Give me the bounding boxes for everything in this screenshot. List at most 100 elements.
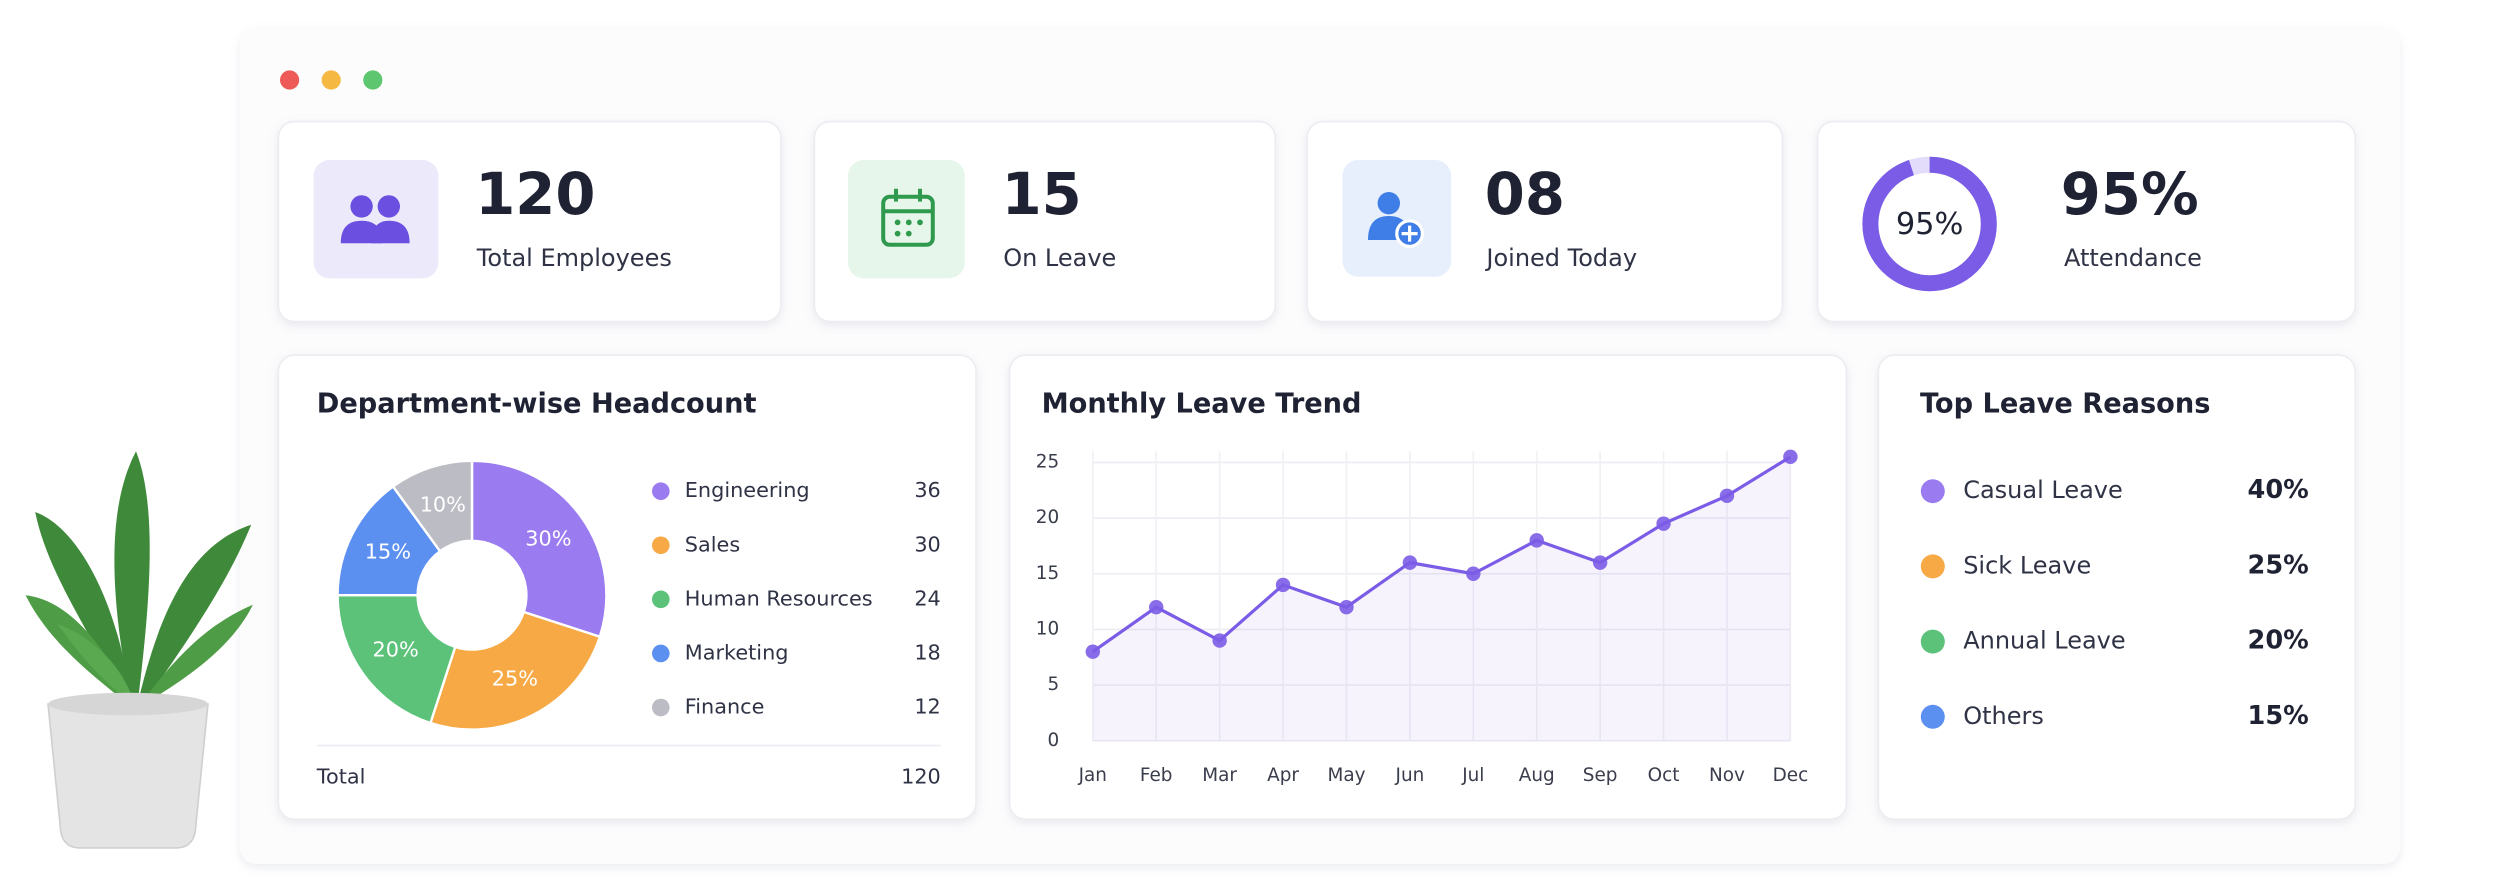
slice-label: 25% (492, 666, 538, 690)
reason-label: Others (1963, 702, 2044, 730)
window-close[interactable] (280, 70, 300, 90)
stat-card: 120 Total Employees (277, 120, 782, 323)
slice-label: 10% (420, 492, 466, 516)
point (1275, 577, 1291, 593)
legend-value: 30 (914, 532, 940, 556)
reason-label: Sick Leave (1963, 551, 2091, 579)
add-user-icon (1368, 192, 1425, 249)
reason-value: 40% (2248, 475, 2309, 505)
point (1212, 633, 1227, 648)
legend-label: Sales (685, 532, 740, 556)
plant-decoration (25, 451, 253, 849)
window-maximize[interactable] (363, 70, 383, 90)
panel (1008, 354, 1848, 820)
window-minimize[interactable] (321, 70, 341, 90)
stat-card: 08 Joined Today (1306, 120, 1784, 323)
y-tick-label: 20 (1036, 507, 1059, 528)
stat-card: 15 On Leave (813, 120, 1276, 323)
panel (1877, 354, 2356, 820)
users-icon (340, 195, 410, 244)
pie-slice (470, 459, 608, 639)
stat-card: 95% 95% Attendance (1816, 120, 2356, 323)
x-tick-label: Oct (1648, 765, 1680, 786)
legend-label: Engineering (685, 478, 810, 502)
calendar-dots (894, 219, 923, 237)
legend-label: Human Resources (685, 586, 873, 610)
x-tick-label: Sep (1583, 765, 1618, 786)
y-tick-label: 5 (1047, 674, 1059, 695)
calendar-icon (881, 188, 935, 247)
stat-value: 95% (2061, 161, 2199, 228)
reason-swatch (1920, 479, 1945, 504)
y-tick-label: 10 (1036, 618, 1059, 639)
icon-box (313, 160, 439, 279)
icon-box (848, 160, 965, 279)
y-tick-label: 25 (1036, 451, 1059, 472)
point (1339, 599, 1354, 615)
point (1149, 599, 1164, 615)
legend-label: Marketing (685, 640, 789, 664)
area (1092, 456, 1791, 741)
stat-label: On Leave (1003, 244, 1116, 272)
reason-value: 20% (2248, 626, 2309, 656)
reason-swatch (1920, 629, 1945, 654)
point (1466, 566, 1481, 581)
x-tick-label: Feb (1140, 765, 1173, 786)
pie-slice (336, 484, 442, 597)
x-tick-label: Dec (1773, 765, 1809, 786)
y-tick-label: 0 (1047, 730, 1059, 751)
pie-slice (428, 610, 602, 731)
x-tick-label: Jul (1461, 765, 1484, 786)
legend-value: 24 (914, 586, 940, 610)
legend-swatch (652, 482, 670, 500)
ring-label: 95% (1896, 207, 1964, 242)
pie-slice (391, 459, 474, 553)
point (1719, 488, 1735, 504)
x-tick-label: Jan (1078, 765, 1107, 786)
point (1529, 533, 1544, 548)
legend-swatch (652, 644, 670, 663)
stat-value: 120 (475, 161, 595, 228)
panel-title: Department-wise Headcount (317, 388, 757, 419)
reason-value: 25% (2248, 550, 2309, 580)
stat-label: Attendance (2064, 244, 2202, 272)
x-tick-label: Jun (1395, 765, 1425, 786)
legend-value: 18 (914, 640, 940, 664)
slice-label: 20% (373, 638, 419, 662)
legend-value: 36 (914, 478, 940, 502)
stat-value: 08 (1485, 161, 1565, 228)
y-tick-label: 15 (1036, 563, 1059, 584)
panel-title: Top Leave Reasons (1920, 388, 2210, 419)
slice-label: 15% (365, 539, 411, 563)
stat-value: 15 (1002, 161, 1082, 228)
total-value: 120 (901, 765, 941, 789)
legend-value: 12 (914, 695, 940, 719)
attendance-ring (1862, 156, 1997, 292)
x-tick-label: May (1327, 765, 1365, 786)
x-tick-label: Nov (1709, 765, 1745, 786)
point (1592, 555, 1608, 570)
reason-label: Casual Leave (1963, 476, 2123, 504)
line (1091, 455, 1792, 654)
stat-label: Total Employees (476, 244, 672, 272)
x-tick-label: Aug (1519, 765, 1555, 786)
reason-value: 15% (2248, 701, 2309, 731)
reason-label: Annual Leave (1963, 627, 2125, 655)
point (1402, 555, 1418, 570)
legend-swatch (652, 590, 670, 609)
reason-swatch (1920, 554, 1945, 579)
reason-swatch (1920, 704, 1945, 729)
point (1085, 644, 1100, 659)
panel-title: Monthly Leave Trend (1042, 388, 1362, 419)
point (1656, 516, 1671, 531)
point (1783, 449, 1798, 465)
stat-label: Joined Today (1484, 244, 1637, 272)
slice-label: 30% (525, 527, 571, 551)
x-tick-label: Apr (1267, 765, 1299, 786)
legend-label: Finance (685, 695, 765, 719)
legend-swatch (652, 698, 670, 717)
pie-slice (336, 594, 457, 725)
x-tick-label: Mar (1202, 765, 1237, 786)
